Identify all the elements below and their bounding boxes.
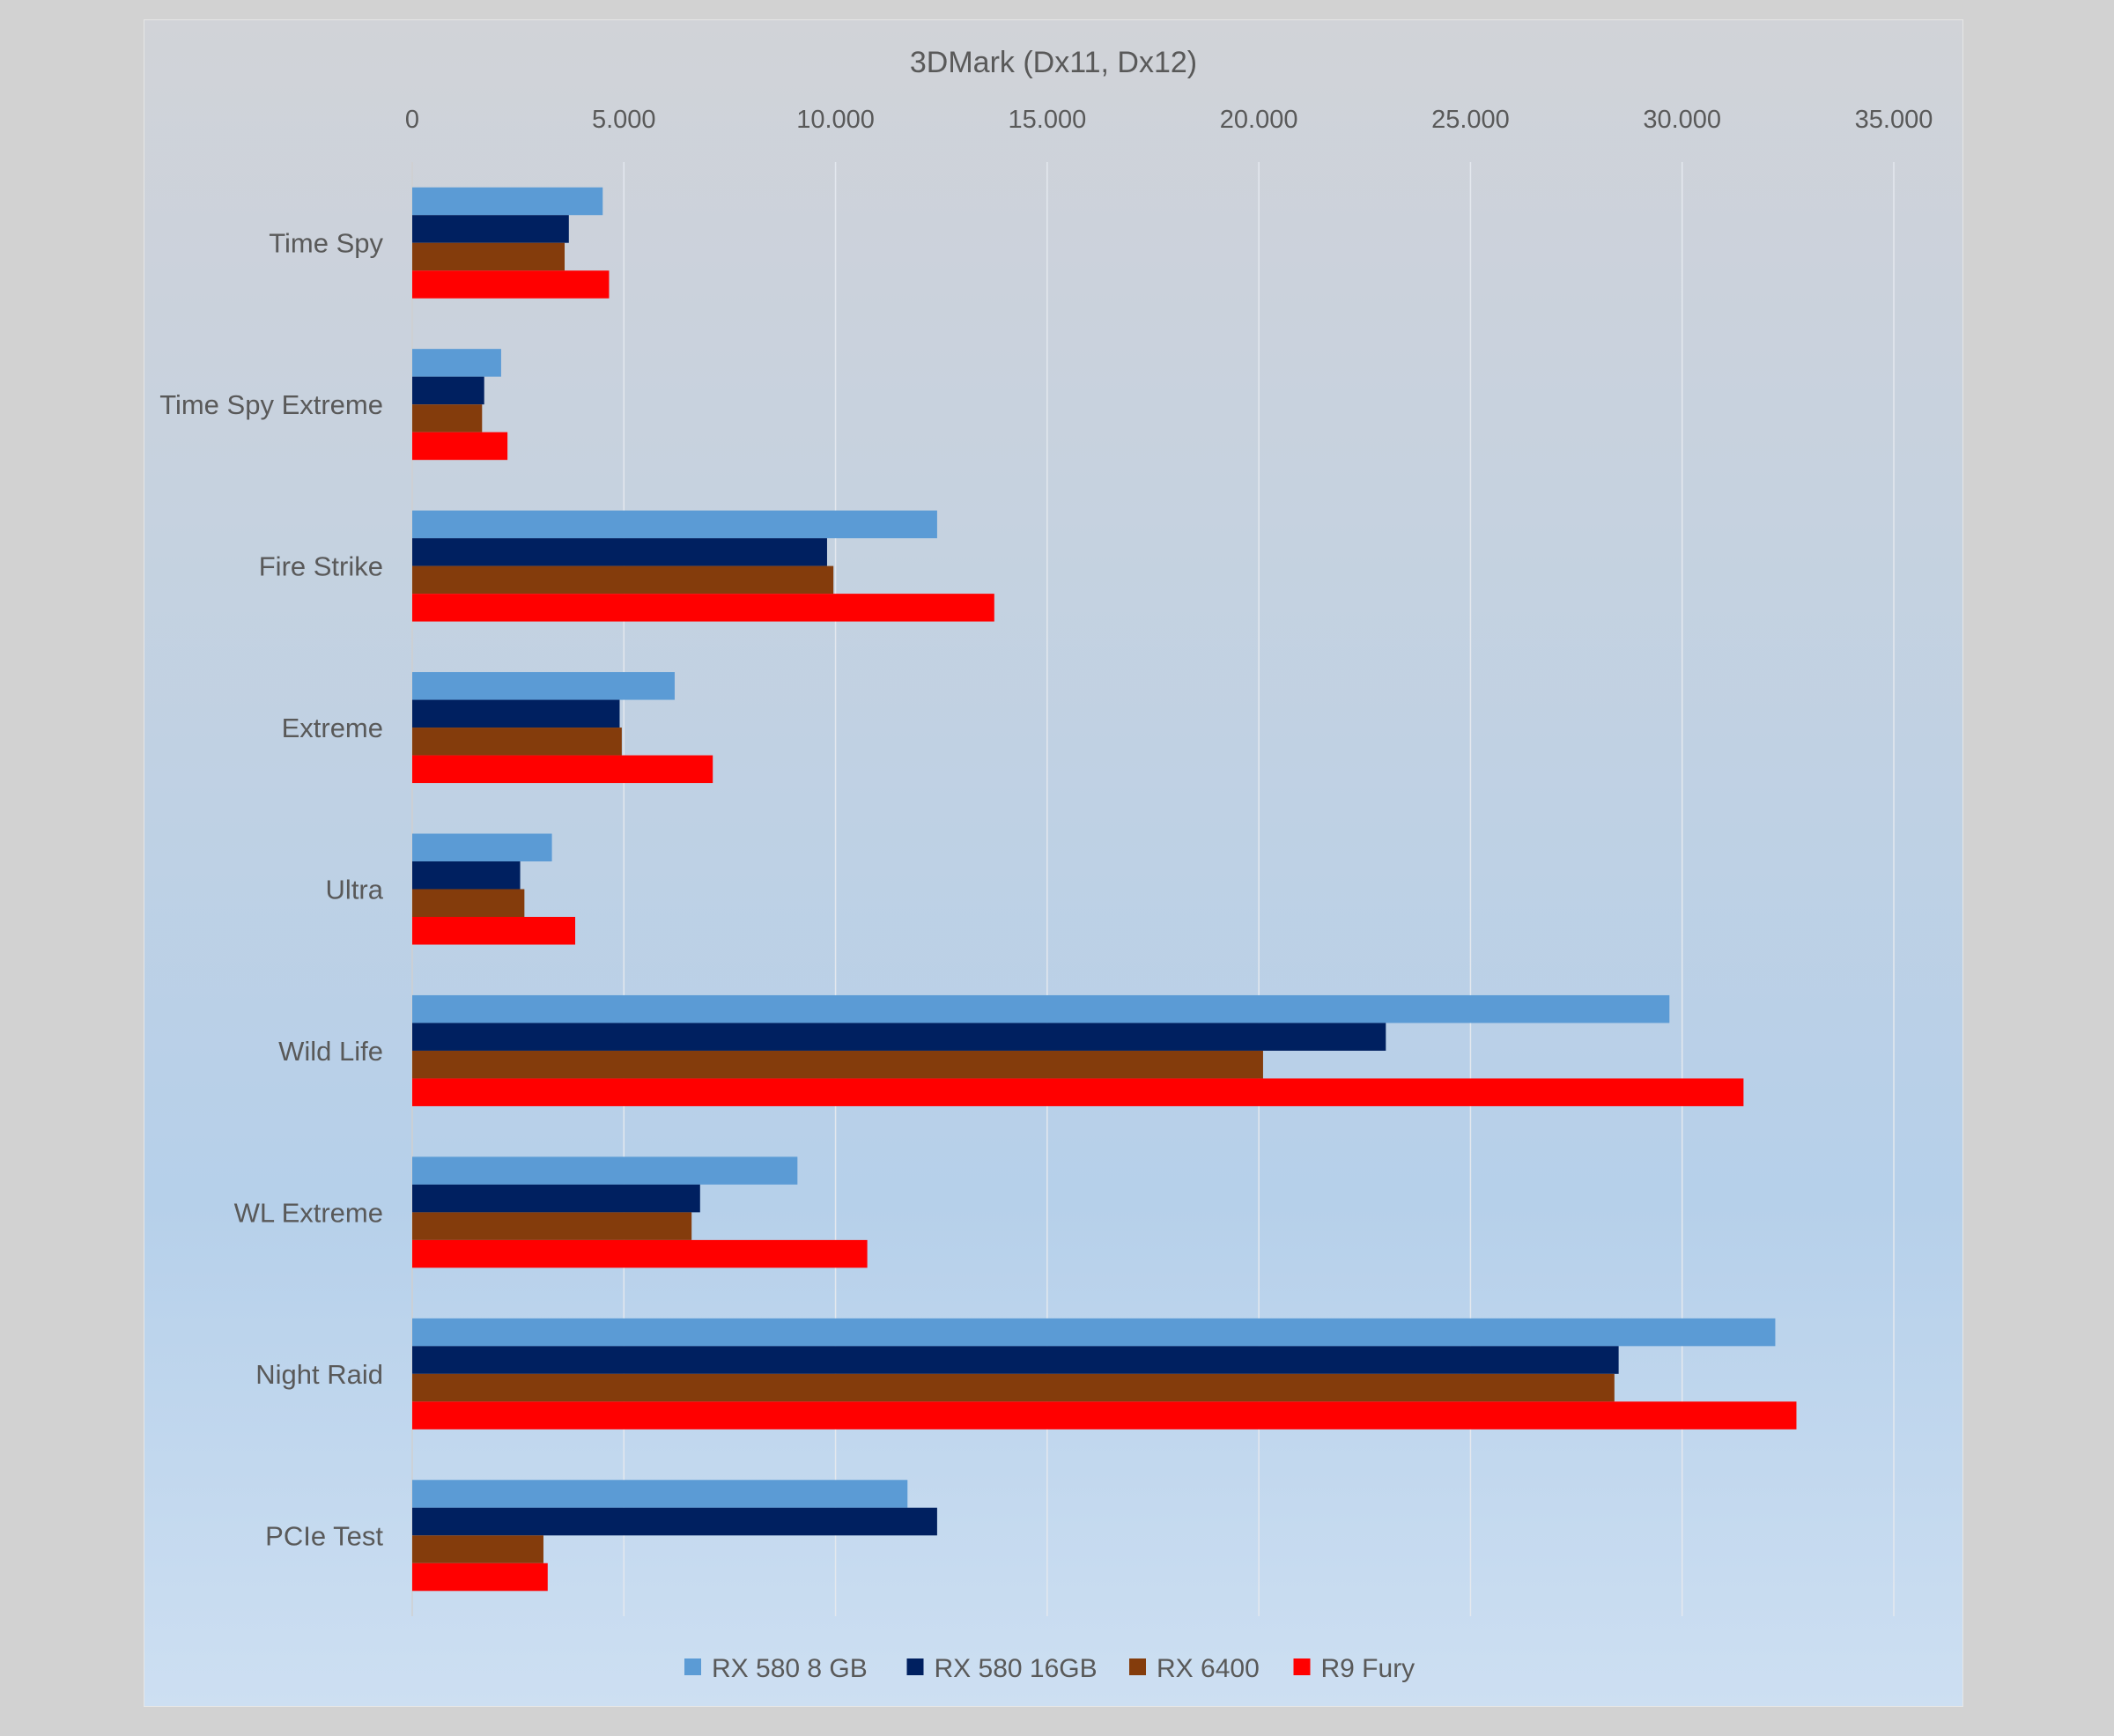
- bar: [412, 1401, 1797, 1429]
- bar: [412, 699, 620, 728]
- bar: [412, 833, 552, 861]
- legend-swatch: [1293, 1658, 1311, 1675]
- legend-swatch: [1129, 1658, 1146, 1675]
- bar: [412, 1156, 798, 1185]
- bar: [412, 1239, 868, 1268]
- bar: [412, 270, 610, 299]
- bar: [412, 187, 603, 216]
- bar: [412, 1562, 548, 1592]
- bar: [412, 242, 565, 271]
- legend-item: RX 580 8 GB: [684, 1654, 868, 1683]
- bars: [412, 187, 1797, 1592]
- bar: [412, 510, 937, 539]
- x-tick-label: 15.000: [1009, 106, 1087, 134]
- legend-swatch: [906, 1658, 924, 1675]
- legend: RX 580 8 GB RX 580 16GB RX 6400 R9 Fury: [684, 1654, 1415, 1683]
- x-tick-label: 35.000: [1855, 106, 1933, 134]
- bar: [412, 917, 576, 945]
- bar: [412, 376, 484, 405]
- category-label: Night Raid: [255, 1359, 383, 1390]
- bar: [412, 728, 622, 756]
- x-tick-labels: 0 5.000 10.000 15.000 20.000 25.000 30.000 35.0…: [405, 106, 1933, 134]
- category-label: Extreme: [282, 713, 383, 743]
- bar: [412, 994, 1670, 1023]
- category-label: Wild Life: [278, 1036, 383, 1067]
- category-label: WL Extreme: [234, 1197, 383, 1228]
- bar: [412, 1184, 700, 1213]
- legend-label: R9 Fury: [1321, 1654, 1415, 1683]
- legend-label: RX 580 16GB: [935, 1654, 1098, 1683]
- bar: [412, 432, 508, 461]
- bar: [412, 538, 827, 566]
- bar: [412, 1023, 1386, 1051]
- bar: [412, 889, 525, 917]
- chart-title: 3DMark (Dx11, Dx12): [910, 46, 1197, 79]
- legend-label: RX 580 8 GB: [712, 1654, 868, 1683]
- bar: [412, 1050, 1263, 1079]
- x-tick-label: 20.000: [1220, 106, 1298, 134]
- bar: [412, 349, 501, 377]
- category-label: PCIe Test: [265, 1520, 383, 1551]
- bar: [412, 755, 713, 784]
- category-labels: Time Spy Time Spy Extreme Fire Strike Extre…: [159, 228, 384, 1552]
- legend-item: RX 6400: [1129, 1654, 1260, 1683]
- bar: [412, 215, 569, 243]
- bar: [412, 1535, 543, 1563]
- bar: [412, 565, 834, 595]
- x-tick-label: 30.000: [1643, 106, 1721, 134]
- x-tick-label: 5.000: [592, 106, 656, 134]
- bar: [412, 404, 483, 432]
- category-label: Time Spy: [269, 228, 383, 259]
- bar: [412, 672, 675, 700]
- legend-item: R9 Fury: [1293, 1654, 1415, 1683]
- x-tick-label: 10.000: [796, 106, 875, 134]
- category-label: Time Spy Extreme: [159, 389, 383, 420]
- x-tick-label: 0: [405, 106, 419, 134]
- category-label: Fire Strike: [259, 551, 383, 582]
- legend-label: RX 6400: [1157, 1654, 1260, 1683]
- x-tick-label: 25.000: [1431, 106, 1510, 134]
- legend-swatch: [684, 1658, 701, 1675]
- bar: [412, 1318, 1776, 1347]
- bar: [412, 1212, 692, 1240]
- bar: [412, 594, 994, 622]
- bar: [412, 1507, 937, 1536]
- bar: [412, 1346, 1619, 1374]
- bar: [412, 861, 521, 890]
- legend-item: RX 580 16GB: [906, 1654, 1098, 1683]
- bar: [412, 1480, 908, 1508]
- bar: [412, 1373, 1615, 1402]
- category-label: Ultra: [326, 875, 384, 905]
- bar: [412, 1078, 1744, 1106]
